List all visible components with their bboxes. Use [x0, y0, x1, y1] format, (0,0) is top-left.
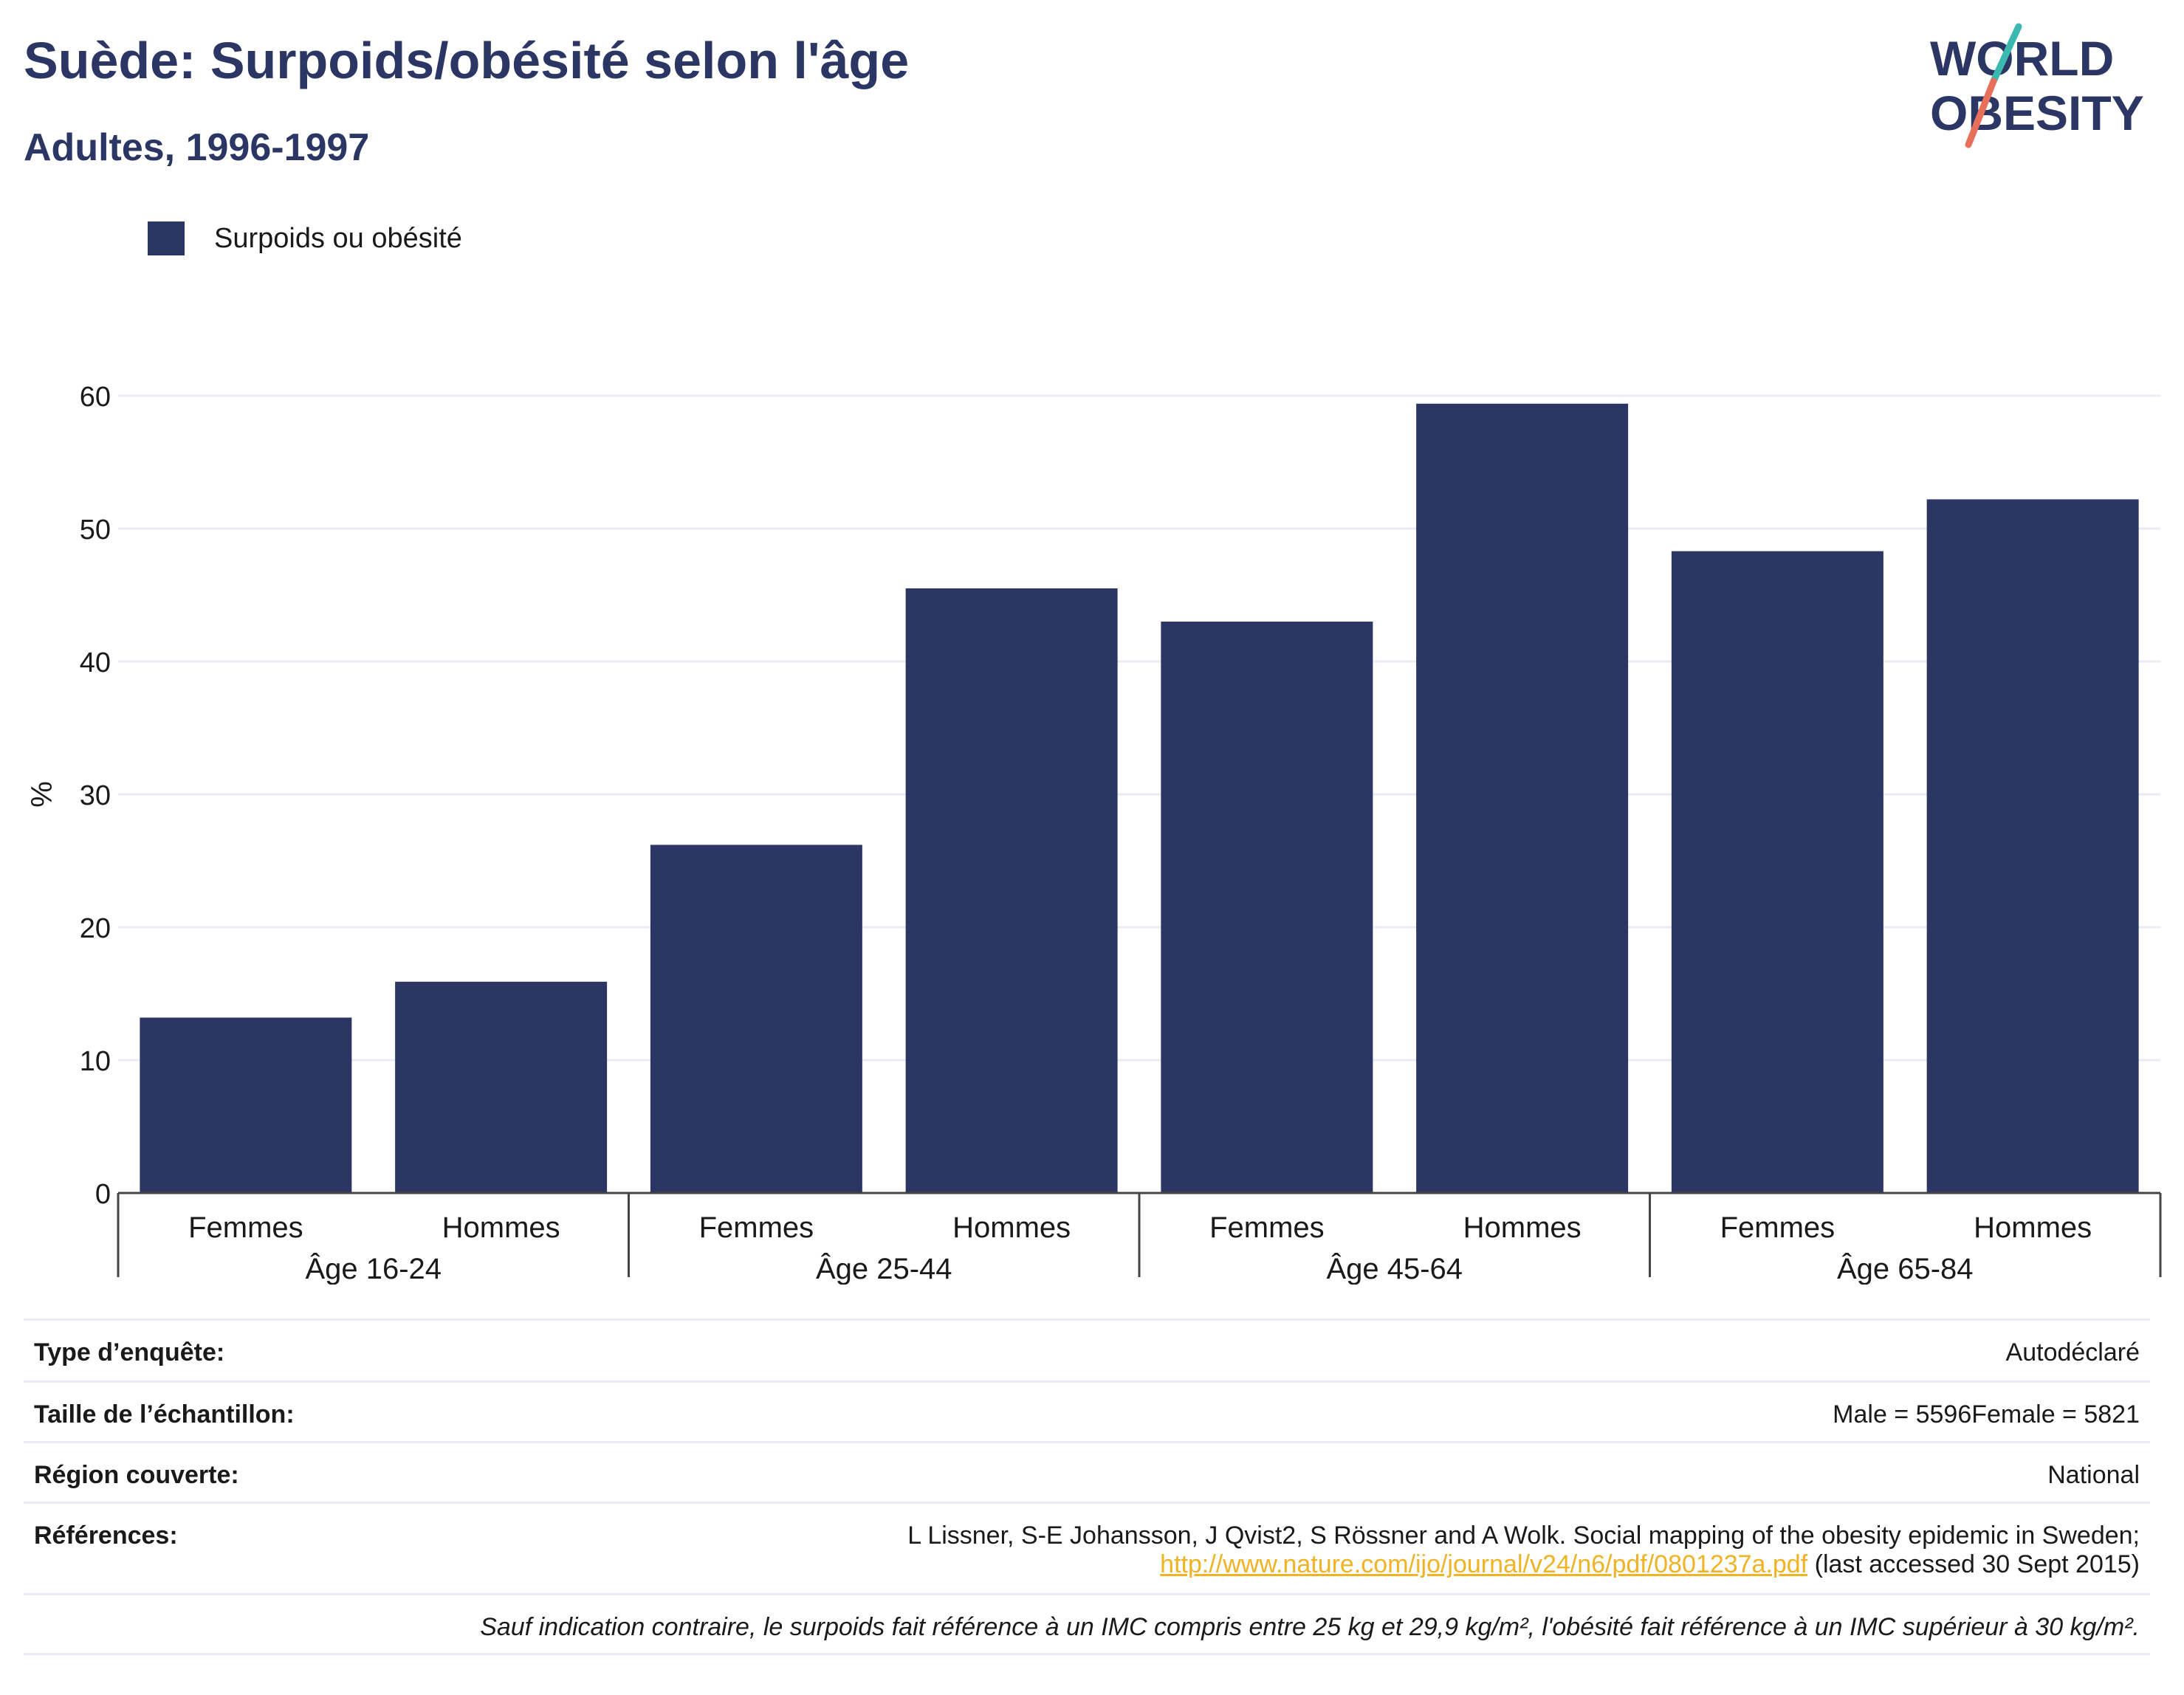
logo-line1: WORLD	[1930, 31, 2114, 86]
x-tick-label: Femmes	[1720, 1211, 1836, 1244]
y-axis-title: %	[26, 781, 58, 808]
survey-type-value: Autodéclaré	[2005, 1338, 2140, 1366]
bar	[905, 588, 1118, 1193]
chart-title: Suède: Surpoids/obésité selon l'âge	[24, 32, 910, 89]
y-tick-label: 0	[95, 1179, 111, 1210]
references-text: L Lissner, S-E Johansson, J Qvist2, S Rö…	[907, 1522, 2140, 1550]
y-tick-label: 50	[80, 515, 111, 546]
x-tick-label: Hommes	[442, 1211, 560, 1244]
sample-size-value: Male = 5596Female = 5821	[1833, 1400, 2140, 1428]
references-label: Références:	[34, 1522, 178, 1550]
legend-label: Surpoids ou obésité	[214, 222, 462, 254]
bar	[1161, 622, 1373, 1193]
info-row-sample-size: Taille de l’échantillon: Male = 5596Fema…	[24, 1381, 2150, 1441]
info-row-survey-type: Type d’enquête: Autodéclaré	[24, 1318, 2150, 1381]
group-label: Âge 16-24	[305, 1252, 442, 1285]
y-tick-label: 40	[80, 647, 111, 678]
x-tick-label: Hommes	[1463, 1211, 1582, 1244]
x-tick-label: Femmes	[188, 1211, 303, 1244]
x-tick-label: Hommes	[952, 1211, 1071, 1244]
bar	[1926, 499, 2139, 1193]
logo-slash-bottom	[1965, 78, 1997, 148]
group-label: Âge 65-84	[1837, 1252, 1974, 1285]
bar-chart: 0 10 20 30 40 50 60% Femmes Hommes Femmes Hommes Fe…	[26, 382, 2162, 1285]
references-link[interactable]: http://www.nature.com/ijo/journal/v24/n6…	[1160, 1550, 1808, 1578]
info-row-note: Sauf indication contraire, le surpoids f…	[24, 1593, 2150, 1655]
chart-subtitle: Adultes, 1996-1997	[24, 126, 370, 169]
legend-swatch	[148, 221, 185, 255]
definition-note: Sauf indication contraire, le surpoids f…	[480, 1613, 2140, 1641]
y-tick-label: 30	[80, 780, 111, 811]
legend: Surpoids ou obésité	[148, 221, 462, 255]
bar	[1416, 403, 1629, 1193]
world-obesity-logo: WORLD OBESITY	[1930, 23, 2144, 148]
axes: 0 10 20 30 40 50 60% Femmes Hommes Femmes Hommes Fe…	[26, 382, 2162, 1285]
survey-type-label: Type d’enquête:	[34, 1338, 225, 1366]
bar	[140, 1017, 352, 1193]
x-tick-label: Femmes	[1209, 1211, 1325, 1244]
bars	[140, 403, 2139, 1193]
y-tick-label: 10	[80, 1046, 111, 1077]
y-tick-label: 20	[80, 913, 111, 944]
y-tick-label: 60	[80, 382, 111, 413]
group-label: Âge 45-64	[1326, 1252, 1463, 1285]
x-tick-label: Hommes	[1974, 1211, 2092, 1244]
region-label: Région couverte:	[34, 1461, 239, 1489]
logo-slash-top	[1990, 23, 2022, 85]
references-value: L Lissner, S-E Johansson, J Qvist2, S Rö…	[907, 1522, 2140, 1579]
bar	[1671, 551, 1883, 1193]
survey-info-table: Type d’enquête: Autodéclaré Taille de l’…	[24, 1318, 2150, 1655]
sample-size-label: Taille de l’échantillon:	[34, 1400, 295, 1428]
bar	[395, 981, 608, 1193]
group-label: Âge 25-44	[816, 1252, 952, 1285]
info-row-references: Références: L Lissner, S-E Johansson, J …	[24, 1502, 2150, 1593]
logo-line2: OBESITY	[1930, 86, 2144, 140]
x-tick-label: Femmes	[699, 1211, 814, 1244]
bar	[650, 845, 862, 1193]
info-row-region: Région couverte: National	[24, 1441, 2150, 1502]
region-value: National	[2047, 1461, 2140, 1489]
references-accessed: (last accessed 30 Sept 2015)	[1807, 1550, 2140, 1578]
